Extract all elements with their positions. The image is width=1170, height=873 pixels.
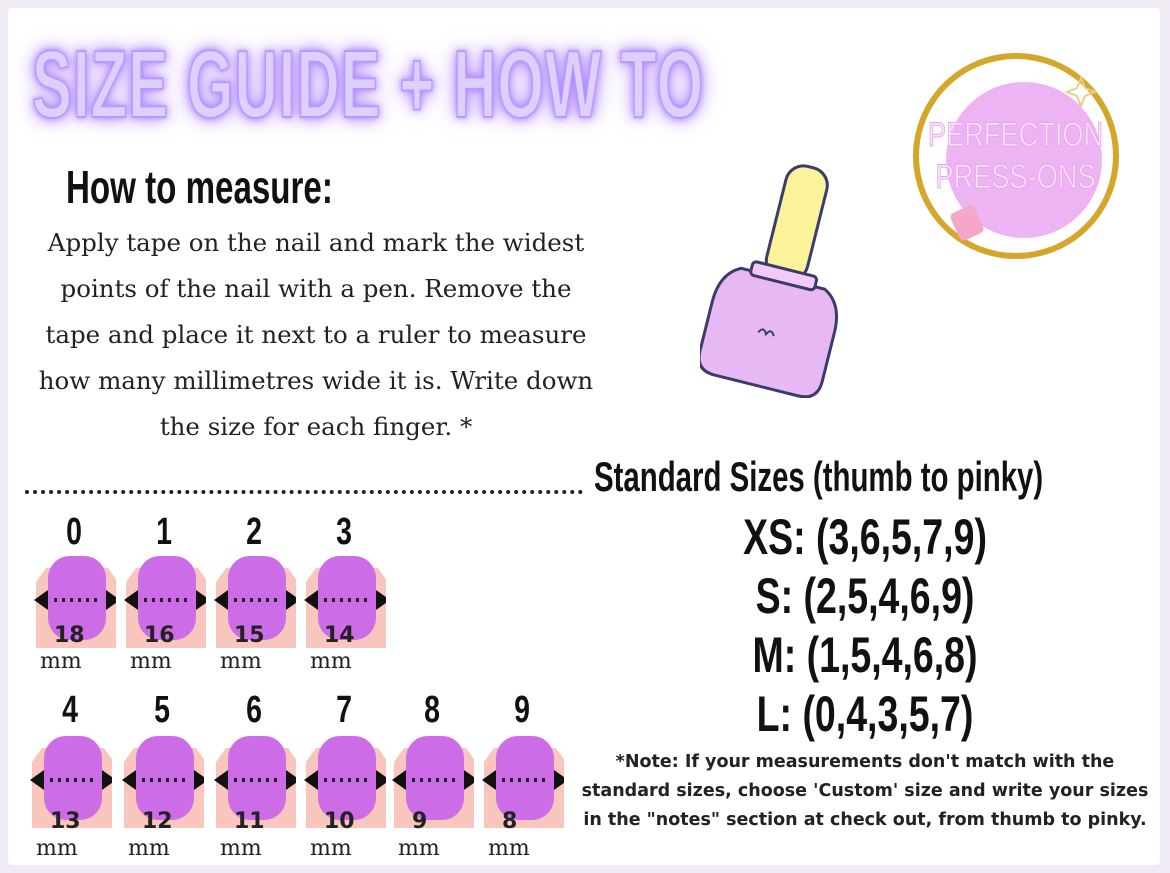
- custom-size-note: *Note: If your measurements don't match …: [581, 752, 1149, 830]
- nail-width-unit: mm: [220, 649, 262, 674]
- nail-size-label: 7: [336, 689, 352, 731]
- nail-width-value: 16: [144, 623, 175, 648]
- nail-width-unit: mm: [398, 836, 440, 861]
- nail-size-label: 1: [156, 511, 172, 553]
- size-s: S: (2,5,4,6,9): [755, 568, 975, 624]
- standard-sizes-heading: Standard Sizes (thumb to pinky): [594, 453, 1044, 500]
- how-to-instructions: Apply tape on the nail and mark the wide…: [38, 228, 594, 441]
- nail-width-value: 15: [234, 623, 265, 648]
- nail-width-unit: mm: [128, 836, 170, 861]
- logo-line1: PERFECTION: [928, 115, 1103, 154]
- nail-width-unit: mm: [40, 649, 82, 674]
- nail-diagram: [304, 736, 386, 828]
- nail-width-unit: mm: [488, 836, 530, 861]
- nail-width-value: 8: [502, 809, 518, 834]
- nail-size-label: 9: [514, 689, 530, 731]
- nail-diagram: [124, 556, 206, 648]
- nail-width-value: 13: [50, 809, 81, 834]
- dotted-divider: [25, 490, 583, 494]
- nail-width-value: 11: [234, 809, 265, 834]
- nail-size-label: 6: [246, 689, 262, 731]
- size-l: L: (0,4,3,5,7): [756, 686, 974, 742]
- nail-diagram: [392, 736, 474, 828]
- nail-width-value: 14: [324, 623, 355, 648]
- nail-diagram: [122, 736, 204, 828]
- nail-diagram: [30, 736, 112, 828]
- nail-diagram: [214, 556, 296, 648]
- nail-size-label: 5: [154, 689, 170, 731]
- how-to-heading: How to measure:: [66, 161, 333, 213]
- nail-size-label: 3: [336, 511, 352, 553]
- nail-width-unit: mm: [310, 836, 352, 861]
- nail-diagram: [482, 736, 564, 828]
- nail-diagram: [214, 736, 296, 828]
- size-m: M: (1,5,4,6,8): [752, 627, 978, 683]
- nail-width-value: 18: [54, 623, 85, 648]
- nail-size-label: 8: [424, 689, 440, 731]
- nail-size-label: 0: [66, 511, 82, 553]
- nail-width-unit: mm: [130, 649, 172, 674]
- brand-logo: PERFECTION PRESS-ONS: [913, 53, 1119, 259]
- nail-width-unit: mm: [310, 649, 352, 674]
- nail-width-value: 12: [142, 809, 173, 834]
- nail-width-unit: mm: [220, 836, 262, 861]
- nail-diagram: [34, 556, 116, 648]
- page-title: SIZE GUIDE + HOW TO: [31, 30, 705, 139]
- standard-sizes-list: XS: (3,6,5,7,9) S: (2,5,4,6,9) M: (1,5,4…: [580, 508, 1150, 744]
- nail-width-value: 10: [324, 809, 355, 834]
- nail-size-label: 2: [246, 511, 262, 553]
- nail-size-label: 4: [62, 689, 78, 731]
- nail-diagram: [304, 556, 386, 648]
- logo-line2: PRESS-ONS: [936, 157, 1096, 196]
- nail-polish-bottle-illustration: [700, 164, 838, 398]
- size-xs: XS: (3,6,5,7,9): [743, 509, 987, 565]
- nail-width-unit: mm: [36, 836, 78, 861]
- nail-width-value: 9: [412, 809, 428, 834]
